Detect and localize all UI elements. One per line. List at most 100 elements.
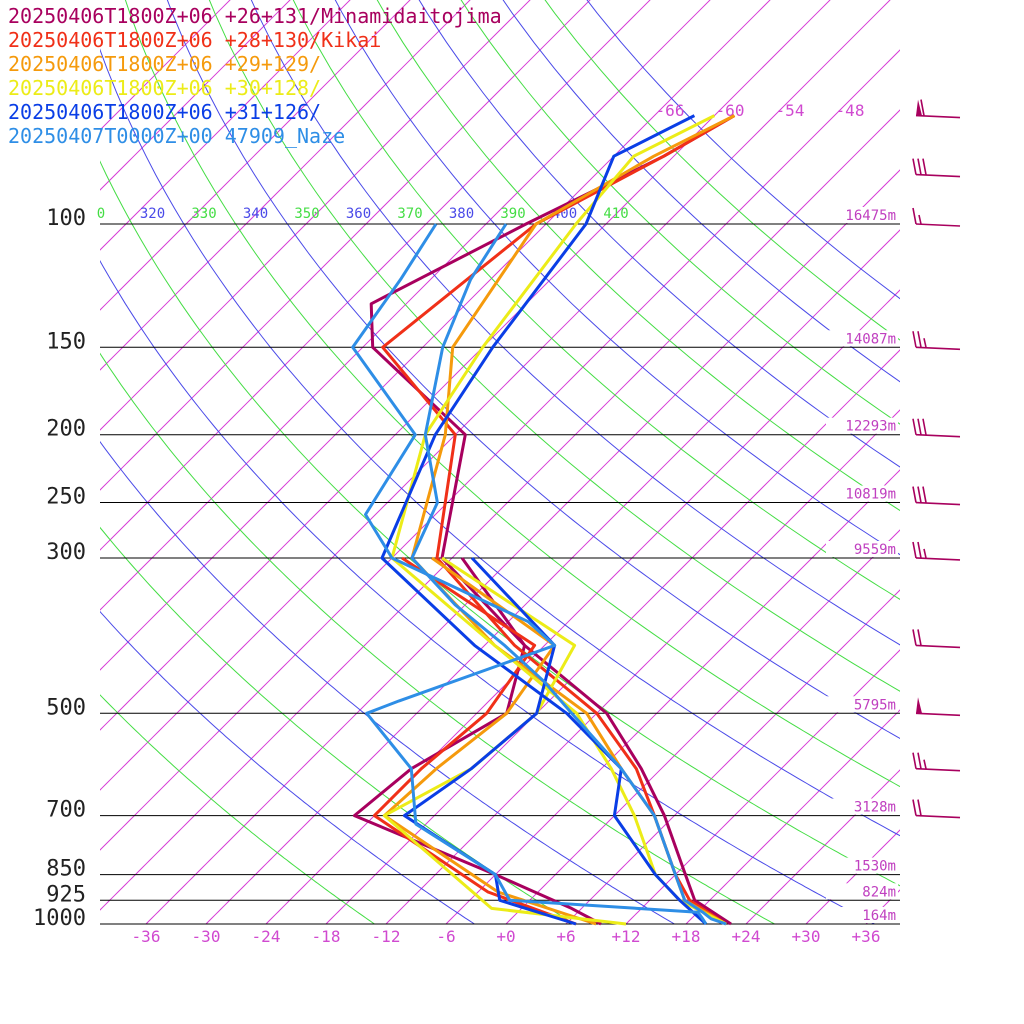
height-label: 824m (862, 884, 896, 900)
wind-barb-staff (915, 644, 961, 649)
theta-label: 410 (603, 206, 628, 222)
height-label-bg (826, 540, 898, 557)
wind-barb (915, 697, 961, 717)
wind-barb-flag (917, 799, 922, 816)
wind-barb-staff (915, 433, 961, 438)
wind-barb-flag (912, 331, 917, 348)
theta-label: 380 (449, 206, 474, 222)
isotherm-label: -66 (656, 101, 685, 120)
temperature-tick-label: -6 (436, 927, 455, 946)
isotherm-line (505, 529, 900, 924)
dry-adiabat-line (124, 0, 900, 788)
wind-barb-flag (912, 799, 917, 816)
pressure-label: 300 (46, 540, 86, 565)
dry-adiabat-line (292, 0, 900, 600)
temperature-tick-label: +12 (612, 927, 641, 946)
isotherm-line (445, 469, 900, 924)
isotherm-line (145, 169, 900, 924)
wind-barb-flag (917, 541, 922, 559)
temperature-tick-label: -18 (312, 927, 341, 946)
height-label-bg (826, 207, 898, 223)
height-label: 12293m (845, 419, 896, 435)
dry-adiabat-line (100, 352, 775, 924)
legend-entry: 20250406T1800Z+06 +30+128/ (8, 76, 321, 100)
legend-entry: 20250407T0000Z+00 47909_Naze (8, 124, 345, 148)
wind-barb-flag (920, 99, 925, 116)
wind-barb-staff (915, 173, 961, 178)
isotherm-line (926, 0, 1024, 924)
isotherm-line (100, 0, 651, 551)
dry-adiabat-line (460, 0, 900, 425)
pressure-label: 925 (46, 882, 86, 907)
wind-barb (912, 752, 961, 772)
height-label-bg (826, 417, 898, 434)
isotherm-line (100, 109, 900, 911)
wind-barb-staff (915, 557, 961, 561)
legend-entry: 20250406T1800Z+06 +28+130/Kikai (8, 28, 381, 52)
isotherm-line (565, 589, 900, 924)
temperature-tick-label: -24 (252, 927, 281, 946)
wind-barb-staff (915, 501, 961, 506)
isotherm-line (385, 409, 900, 924)
sounding-profiles (351, 114, 736, 926)
height-label: 10819m (845, 487, 896, 503)
wind-barb-flag (912, 418, 917, 435)
height-label-bg (826, 485, 898, 502)
wind-barb-flag (912, 541, 917, 559)
temperature-tick-label: +0 (496, 927, 515, 946)
isotherm-line (100, 0, 591, 491)
wind-barb (912, 158, 961, 178)
temperature-tick-label: +36 (852, 927, 881, 946)
wind-barb-flag (917, 331, 922, 348)
height-label: 14087m (845, 331, 896, 347)
dry-adiabat-line (208, 0, 900, 692)
dry-adiabat-line (100, 694, 375, 924)
isotherm-line (100, 0, 831, 731)
wind-barb-staff (915, 712, 961, 717)
isotherm-line (100, 49, 900, 851)
wind-barb-pennant (916, 697, 922, 714)
legend-entry: 20250406T1800Z+06 +29+129/ (8, 52, 321, 76)
dry-adiabat-line (376, 0, 900, 512)
wind-barb-flag (912, 486, 917, 503)
temperature-tick-label: -12 (372, 927, 401, 946)
wind-barb-flag (922, 158, 927, 175)
isotherm-line (805, 829, 900, 924)
wind-barb (915, 99, 961, 119)
theta-label: 370 (397, 206, 422, 222)
isotherm-line (100, 0, 531, 431)
wind-barb-flag (917, 158, 922, 175)
wind-barb-staff (915, 814, 961, 819)
height-label-bg (826, 330, 898, 347)
wind-barb (912, 331, 961, 351)
wind-barb-half-flag (923, 338, 927, 348)
wind-barb-staff (915, 767, 961, 772)
theta-label: 330 (191, 206, 216, 222)
wind-barb-staff (915, 223, 961, 227)
temperature-tick-label: -30 (192, 927, 221, 946)
temperature-tick-label: +30 (792, 927, 821, 946)
dewpoint-profile-line (351, 223, 708, 925)
theta-label: 320 (140, 206, 165, 222)
wind-barb-half-flag (923, 548, 927, 559)
height-label-bg (826, 696, 898, 713)
axis-labels: 100 16475m 150 14087m 200 12293m 250 10819m 300 9… (33, 101, 898, 946)
legend-entry: 20250406T1800Z+06 +31+126/ (8, 100, 321, 124)
isotherm-line (100, 0, 771, 671)
wind-barb-half-flag (918, 214, 922, 225)
dewpoint-profile-line (352, 557, 602, 926)
pressure-label: 1000 (33, 906, 86, 931)
temperature-tick-label: -36 (132, 927, 161, 946)
wind-barb (912, 418, 961, 438)
pressure-label: 200 (46, 417, 86, 442)
pressure-label: 700 (46, 798, 86, 823)
dry-adiabat-line (502, 0, 900, 383)
dry-adiabat-line (166, 0, 900, 740)
legend: 20250406T1800Z+06 +26+131/Minamidaitojim… (8, 4, 502, 148)
dry-adiabat-line (250, 0, 900, 646)
temperature-tick-label: +24 (732, 927, 761, 946)
theta-label: 390 (500, 206, 525, 222)
wind-barb-flag (912, 629, 917, 646)
wind-barb-flag (922, 418, 927, 435)
